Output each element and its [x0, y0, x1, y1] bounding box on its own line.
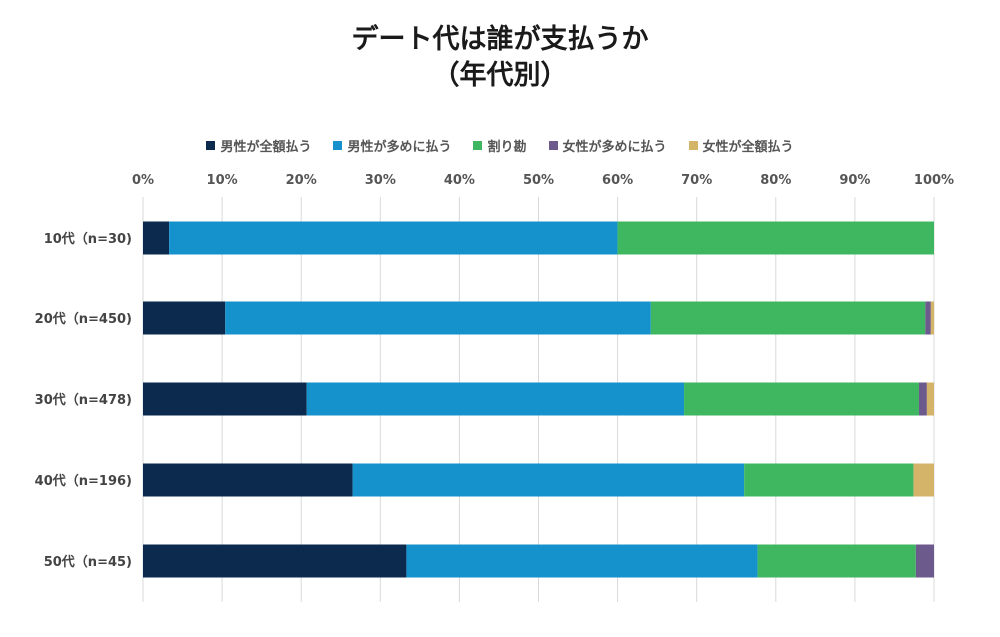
legend-swatch — [333, 141, 343, 150]
legend-label: 男性が全額払う — [220, 140, 312, 155]
bar-segment — [143, 301, 226, 335]
legend-label: 男性が多めに払う — [347, 140, 452, 155]
bar-segment — [744, 463, 914, 497]
x-tick-label: 50% — [523, 173, 554, 188]
x-tick-label: 40% — [444, 173, 475, 188]
x-tick-label: 0% — [132, 173, 154, 188]
legend-swatch — [473, 141, 483, 150]
x-tick-label: 80% — [760, 173, 791, 188]
bar-segment — [143, 463, 353, 497]
bar-segment — [684, 382, 919, 416]
bar-segment — [915, 544, 934, 578]
category-label: 10代（n=30) — [44, 231, 132, 247]
x-tick-label: 10% — [207, 173, 238, 188]
bar-segment — [169, 221, 618, 255]
legend-label: 女性が全額払う — [702, 140, 794, 155]
chart-title-line1: デート代は誰が支払うか — [351, 24, 649, 55]
bar-segment — [143, 221, 170, 255]
legend-swatch — [206, 141, 216, 150]
legend-item: 男性が全額払う — [206, 136, 311, 155]
legend-label: 女性が多めに払う — [562, 140, 667, 155]
bar-segment — [926, 382, 934, 416]
bar-segment — [143, 544, 407, 578]
bar-segment — [925, 301, 931, 335]
legend-item: 男性が多めに払う — [333, 136, 451, 155]
x-tick-label: 70% — [681, 173, 712, 188]
bar-segment — [930, 301, 934, 335]
bar-segment — [650, 301, 926, 335]
chart-legend: 男性が全額払う 男性が多めに払う 割り勘 女性が多めに払う 女性が全額払う — [0, 136, 1000, 155]
category-label: 20代（n=450) — [35, 311, 132, 327]
x-tick-label: 20% — [286, 173, 317, 188]
category-label: 30代（n=478) — [35, 392, 132, 408]
x-tick-label: 60% — [602, 173, 633, 188]
legend-swatch — [688, 141, 698, 150]
bar-segment — [306, 382, 685, 416]
chart-title: デート代は誰が支払うか （年代別） — [0, 22, 1000, 94]
x-tick-label: 30% — [365, 173, 396, 188]
legend-item: 女性が多めに払う — [548, 136, 667, 155]
bar-segment — [352, 463, 745, 497]
bar-segment — [757, 544, 916, 578]
legend-item: 女性が全額払う — [688, 136, 794, 155]
category-label: 50代（n=45) — [44, 554, 132, 570]
bar-segment — [406, 544, 758, 578]
category-label: 40代（n=196) — [35, 473, 132, 489]
bar-segment — [617, 221, 934, 255]
bar-segment — [143, 382, 307, 416]
legend-item: 割り勘 — [473, 136, 527, 155]
chart-title-line2: （年代別） — [432, 60, 568, 91]
bar-segment — [913, 463, 934, 497]
legend-label: 割り勘 — [487, 140, 527, 155]
bar-segment — [918, 382, 927, 416]
bar-segment — [225, 301, 651, 335]
legend-swatch — [548, 141, 558, 150]
x-tick-label: 100% — [914, 173, 954, 188]
x-tick-label: 90% — [839, 173, 870, 188]
